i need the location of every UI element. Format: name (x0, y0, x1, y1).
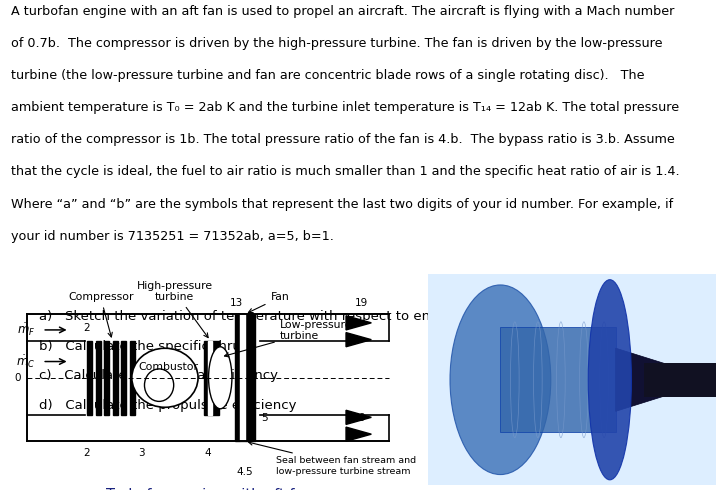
Text: Fan: Fan (248, 293, 289, 313)
Polygon shape (716, 363, 720, 396)
Bar (208, 341, 212, 415)
Polygon shape (346, 427, 372, 441)
Text: Where “a” and “b” are the symbols that represent the last two digits of your id : Where “a” and “b” are the symbols that r… (11, 197, 673, 211)
Text: 19: 19 (355, 298, 368, 308)
Text: $\dot{m}_F$: $\dot{m}_F$ (17, 321, 35, 338)
Text: 9: 9 (359, 413, 365, 423)
Text: 2: 2 (84, 323, 90, 333)
Text: your id number is 7135251 = 71352ab, a=5, b=1.: your id number is 7135251 = 71352ab, a=5… (11, 230, 333, 243)
Ellipse shape (588, 280, 631, 480)
Text: d)   Calculate the propulsive efficiency: d) Calculate the propulsive efficiency (39, 399, 296, 412)
Bar (130, 341, 135, 415)
Polygon shape (346, 316, 372, 330)
Text: Turbofan engine with aft fan: Turbofan engine with aft fan (107, 488, 313, 490)
Text: Combustor: Combustor (138, 363, 198, 372)
Text: Compressor: Compressor (68, 293, 133, 337)
Text: b)   Calculate the specific thrust: b) Calculate the specific thrust (39, 340, 253, 353)
Text: 4.5: 4.5 (236, 467, 253, 477)
Bar (87, 341, 92, 415)
Text: c)   Calculate the thermal efficiency: c) Calculate the thermal efficiency (39, 369, 278, 382)
Text: ratio of the compressor is 1b. The total pressure ratio of the fan is 4.b.  The : ratio of the compressor is 1b. The total… (11, 133, 675, 147)
Bar (240, 314, 245, 441)
Text: of 0.7b.  The compressor is driven by the high-pressure turbine. The fan is driv: of 0.7b. The compressor is driven by the… (11, 37, 662, 50)
Polygon shape (346, 410, 372, 424)
Text: turbine (the low-pressure turbine and fan are concentric blade rows of a single : turbine (the low-pressure turbine and fa… (11, 69, 644, 82)
Text: ambient temperature is T₀ = 2ab K and the turbine inlet temperature is T₁₄ = 12a: ambient temperature is T₀ = 2ab K and th… (11, 101, 679, 114)
Text: 13: 13 (230, 298, 243, 308)
Bar (96, 341, 101, 415)
Text: a)   Sketch the variation of temperature with respect to entropy for the core an: a) Sketch the variation of temperature w… (39, 310, 693, 323)
Bar (113, 341, 118, 415)
Ellipse shape (209, 347, 232, 409)
Text: 2: 2 (84, 448, 90, 458)
Text: A turbofan engine with an aft fan is used to propel an aircraft. The aircraft is: A turbofan engine with an aft fan is use… (11, 5, 674, 18)
Bar (500, 327, 616, 432)
Text: Low-pressure
turbine: Low-pressure turbine (225, 320, 352, 357)
Polygon shape (346, 333, 372, 347)
Bar (204, 341, 219, 415)
Bar (644, 363, 716, 396)
Bar (235, 314, 254, 441)
Text: 5: 5 (261, 413, 268, 423)
Bar (104, 341, 109, 415)
Text: 4: 4 (204, 448, 211, 458)
Text: Seal between fan stream and
low-pressure turbine stream: Seal between fan stream and low-pressure… (248, 441, 416, 476)
Ellipse shape (450, 285, 551, 474)
Ellipse shape (132, 348, 198, 407)
Bar (121, 341, 127, 415)
Text: High-pressure
turbine: High-pressure turbine (137, 281, 212, 338)
Text: 0: 0 (14, 373, 21, 383)
Text: 3: 3 (138, 448, 145, 458)
Text: $\dot{m}_C$: $\dot{m}_C$ (16, 353, 35, 370)
Polygon shape (616, 348, 716, 411)
Text: that the cycle is ideal, the fuel to air ratio is much smaller than 1 and the sp: that the cycle is ideal, the fuel to air… (11, 166, 680, 178)
